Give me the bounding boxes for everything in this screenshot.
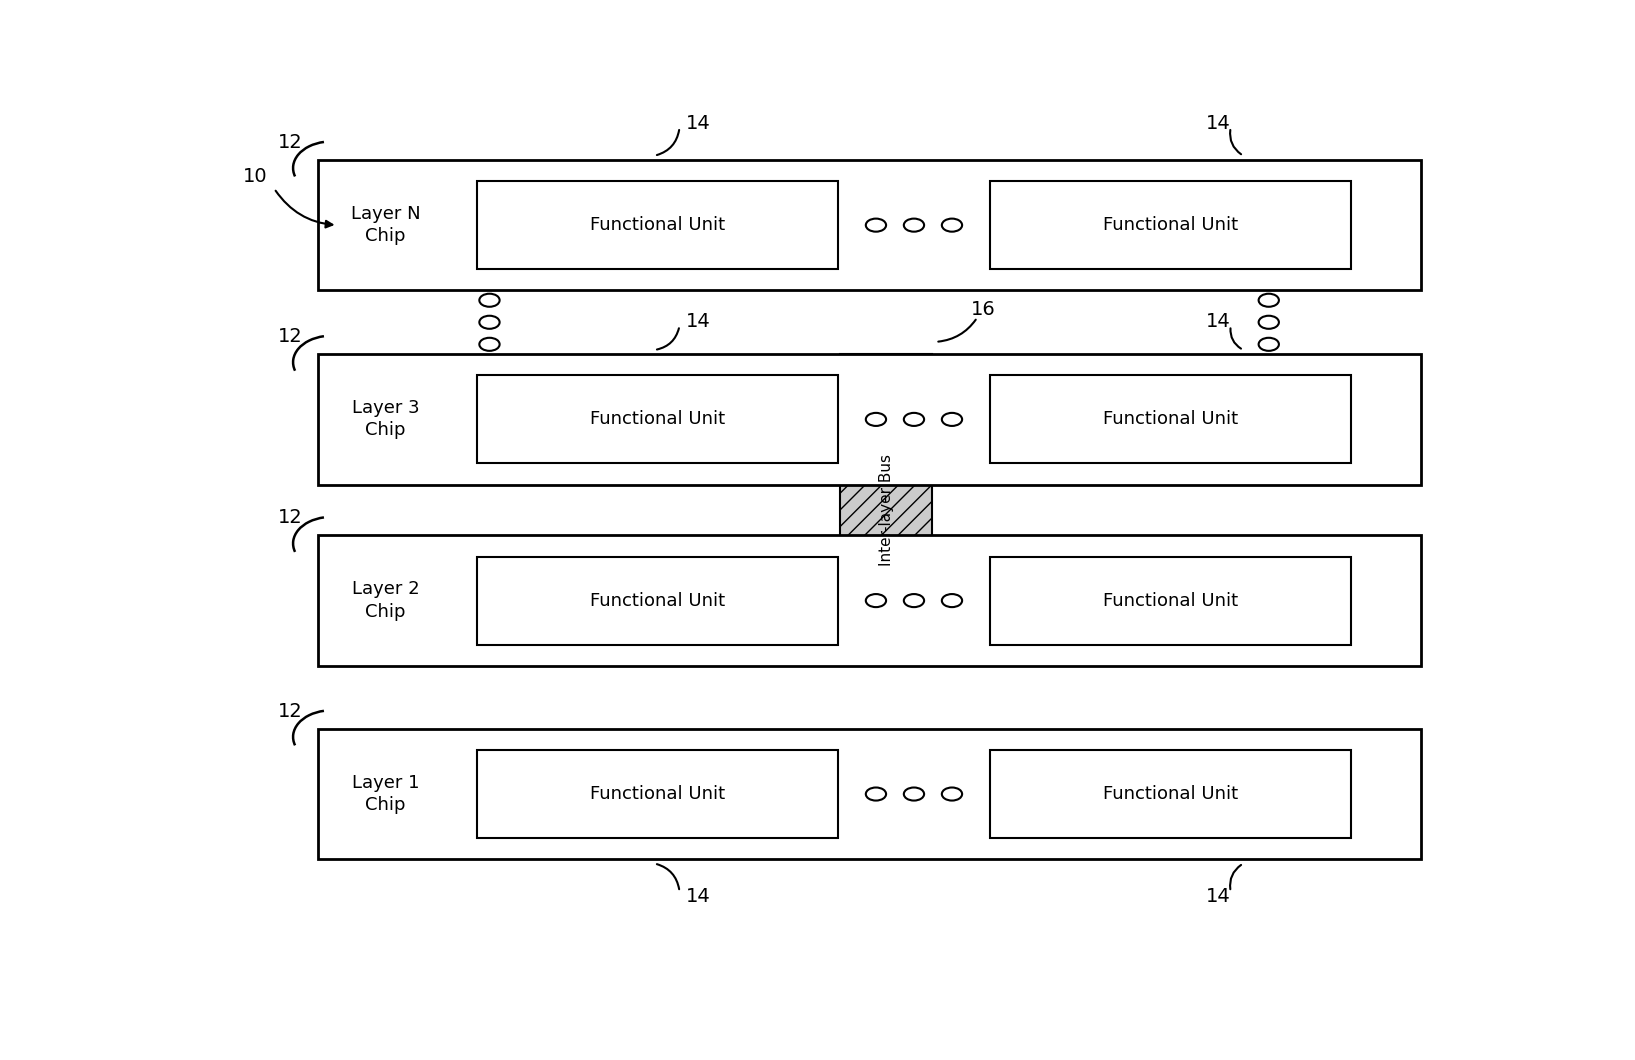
Text: Functional Unit: Functional Unit bbox=[1104, 591, 1238, 609]
Text: Functional Unit: Functional Unit bbox=[590, 216, 724, 234]
Bar bbox=[477, 181, 839, 269]
Text: Functional Unit: Functional Unit bbox=[1104, 216, 1238, 234]
Text: 14: 14 bbox=[687, 886, 711, 905]
Bar bbox=[319, 160, 1421, 290]
Bar bbox=[991, 556, 1351, 644]
Text: Layer N
Chip: Layer N Chip bbox=[352, 205, 420, 245]
Bar bbox=[477, 375, 839, 463]
Bar bbox=[319, 728, 1421, 860]
Bar bbox=[991, 375, 1351, 463]
Text: Layer 3
Chip: Layer 3 Chip bbox=[352, 400, 420, 440]
Text: 14: 14 bbox=[1205, 886, 1231, 905]
Text: 14: 14 bbox=[1205, 113, 1231, 132]
Text: 14: 14 bbox=[687, 113, 711, 132]
Text: 12: 12 bbox=[278, 702, 302, 721]
Text: 12: 12 bbox=[278, 326, 302, 346]
Text: Functional Unit: Functional Unit bbox=[590, 785, 724, 803]
Bar bbox=[477, 750, 839, 838]
Text: 12: 12 bbox=[278, 508, 302, 527]
Bar bbox=[840, 354, 932, 666]
Text: 10: 10 bbox=[242, 166, 268, 185]
Bar bbox=[991, 750, 1351, 838]
Text: Functional Unit: Functional Unit bbox=[590, 591, 724, 609]
Text: Inter-layer Bus: Inter-layer Bus bbox=[878, 454, 894, 566]
Bar bbox=[319, 354, 1421, 484]
Text: 16: 16 bbox=[971, 300, 996, 319]
Bar bbox=[991, 181, 1351, 269]
Text: Layer 2
Chip: Layer 2 Chip bbox=[352, 581, 420, 621]
Bar bbox=[319, 535, 1421, 666]
Text: 12: 12 bbox=[278, 132, 302, 152]
Text: 14: 14 bbox=[687, 312, 711, 331]
Text: 14: 14 bbox=[1205, 312, 1231, 331]
Text: Functional Unit: Functional Unit bbox=[1104, 410, 1238, 428]
Text: Layer 1
Chip: Layer 1 Chip bbox=[352, 774, 419, 814]
Text: Functional Unit: Functional Unit bbox=[590, 410, 724, 428]
Bar bbox=[477, 556, 839, 644]
Text: Functional Unit: Functional Unit bbox=[1104, 785, 1238, 803]
